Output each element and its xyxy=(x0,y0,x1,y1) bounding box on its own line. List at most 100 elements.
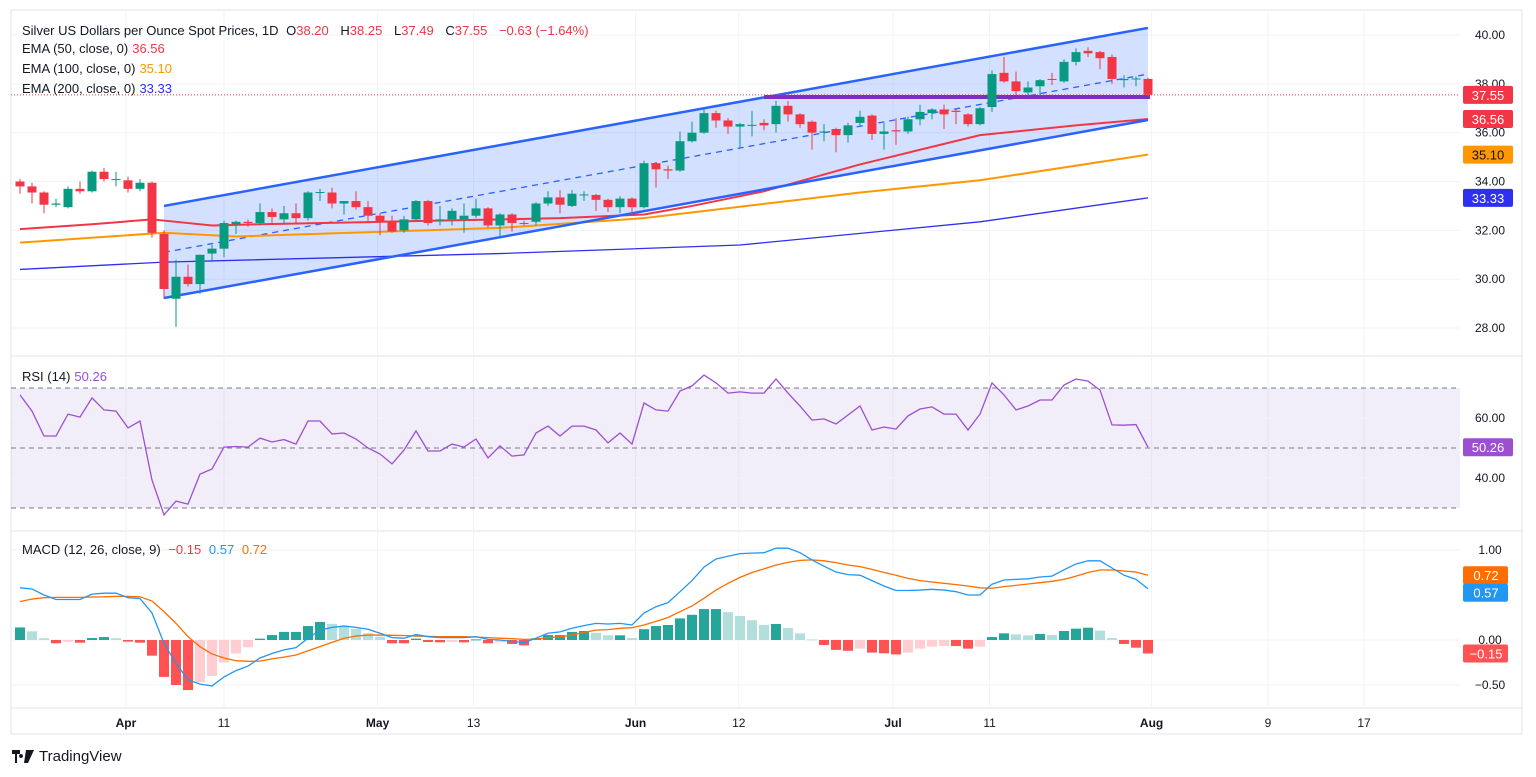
macd-histogram-bar xyxy=(807,639,817,641)
ema200-legend[interactable]: EMA (200, close, 0) 33.33 xyxy=(22,80,176,97)
macd-tick-label: −0.50 xyxy=(1475,678,1506,692)
rsi-label: RSI (14) xyxy=(22,369,71,384)
candle-body xyxy=(519,223,529,225)
ema50-legend[interactable]: EMA (50, close, 0) 36.56 xyxy=(22,40,169,57)
candle-body xyxy=(735,124,745,127)
candle-body xyxy=(27,186,37,193)
candle-body xyxy=(267,212,277,217)
price-tag xyxy=(1463,110,1513,129)
candle-body xyxy=(723,120,733,127)
time-tick-label: 11 xyxy=(983,716,996,730)
price-tick-label: 28.00 xyxy=(1475,321,1505,335)
candle-body xyxy=(99,171,109,180)
candle-body xyxy=(807,121,817,133)
ema200-label: EMA (200, close, 0) xyxy=(22,81,136,96)
macd-histogram-bar xyxy=(903,640,913,653)
macd-histogram-bar xyxy=(1059,631,1069,640)
macd-histogram-bar xyxy=(99,637,109,640)
candle-body xyxy=(411,201,421,220)
candle-body xyxy=(639,163,649,208)
candle-body xyxy=(39,192,49,205)
candle-body xyxy=(651,163,661,170)
candle-body xyxy=(507,214,517,224)
macd-histogram-bar xyxy=(27,631,37,640)
rsi-line xyxy=(19,374,1149,517)
macd-histogram-bar xyxy=(75,640,85,643)
candle-body xyxy=(159,234,169,289)
macd-histogram-bar xyxy=(627,638,637,640)
time-tick-label: Apr xyxy=(116,716,137,730)
candle-body xyxy=(495,214,505,226)
candle-body xyxy=(399,219,409,231)
candle-body xyxy=(1131,78,1141,80)
candle-body xyxy=(123,180,133,189)
candle-body xyxy=(855,116,865,123)
macd-histogram-bar xyxy=(111,638,121,640)
tradingview-brand[interactable]: TradingView xyxy=(12,748,122,765)
candle-body xyxy=(567,193,577,206)
candle-body xyxy=(375,215,385,222)
macd-histogram-bar xyxy=(783,628,793,640)
rsi-tick-label: 60.00 xyxy=(1475,411,1505,425)
candle-body xyxy=(843,125,853,136)
rsi-legend[interactable]: RSI (14) 50.26 xyxy=(22,368,111,385)
candle-body xyxy=(339,201,349,204)
macd-signal-value: 0.72 xyxy=(241,542,268,557)
candle-body xyxy=(1095,52,1105,59)
ema50-label: EMA (50, close, 0) xyxy=(22,41,129,56)
ema100-legend[interactable]: EMA (100, close, 0) 35.10 xyxy=(22,60,176,77)
symbol-legend: Silver US Dollars per Ounce Spot Prices,… xyxy=(22,22,593,39)
macd-tick-label: 0.00 xyxy=(1478,633,1502,647)
macd-histogram-bar xyxy=(975,640,985,647)
macd-signal-line xyxy=(19,559,1149,662)
macd-histogram-bar xyxy=(63,640,73,642)
macd-histogram-bar xyxy=(15,627,25,640)
candle-body xyxy=(531,203,541,222)
macd-histogram-bar xyxy=(243,640,253,648)
macd-histogram-bar xyxy=(267,635,277,640)
macd-histogram-bar xyxy=(927,640,937,647)
macd-histogram-bar xyxy=(867,640,877,653)
candle-body xyxy=(315,192,325,194)
macd-histogram-bar xyxy=(363,633,373,640)
macd-histogram-bar xyxy=(639,629,649,640)
time-tick-label: 11 xyxy=(218,716,231,730)
close-value: 37.55 xyxy=(454,23,488,38)
time-tick-label: May xyxy=(366,716,390,730)
candle-body xyxy=(927,109,937,114)
candle-body xyxy=(999,72,1009,82)
macd-histogram-bar xyxy=(795,633,805,640)
candle-body xyxy=(543,197,553,204)
macd-histogram-bar xyxy=(987,637,997,640)
time-tick-label: 17 xyxy=(1357,716,1371,730)
ema100-value: 35.10 xyxy=(139,61,172,76)
macd-tick-label: 1.00 xyxy=(1478,543,1502,557)
ema50-line xyxy=(19,118,1149,231)
candle-body xyxy=(699,113,709,133)
symbol-title: Silver US Dollars per Ounce Spot Prices,… xyxy=(22,23,279,38)
macd-histogram-bar xyxy=(759,624,769,640)
macd-histogram-bar xyxy=(315,622,325,640)
candle-body xyxy=(903,119,913,132)
macd-histogram-bar xyxy=(435,640,445,643)
price-tick-label: 32.00 xyxy=(1475,223,1505,237)
candle-body xyxy=(615,198,625,208)
macd-tag-label: 0.57 xyxy=(1473,586,1498,601)
open-label: O xyxy=(286,23,297,38)
candle-body xyxy=(423,201,433,224)
macd-legend[interactable]: MACD (12, 26, close, 9) −0.15 0.57 0.72 xyxy=(22,541,271,558)
candle-body xyxy=(747,124,757,126)
rsi-tag xyxy=(1463,438,1513,457)
macd-histogram-bar xyxy=(207,640,217,676)
candle-body xyxy=(675,141,685,171)
macd-histogram-bar xyxy=(195,640,205,683)
macd-histogram-bar xyxy=(963,640,973,649)
macd-histogram-bar xyxy=(1011,634,1021,640)
candle-body xyxy=(939,109,949,115)
macd-histogram-bar xyxy=(87,638,97,640)
macd-histogram-bar xyxy=(687,614,697,640)
ema50-value: 36.56 xyxy=(132,41,165,56)
ohlc-close: C37.55 xyxy=(445,23,491,38)
candle-body xyxy=(579,194,589,196)
